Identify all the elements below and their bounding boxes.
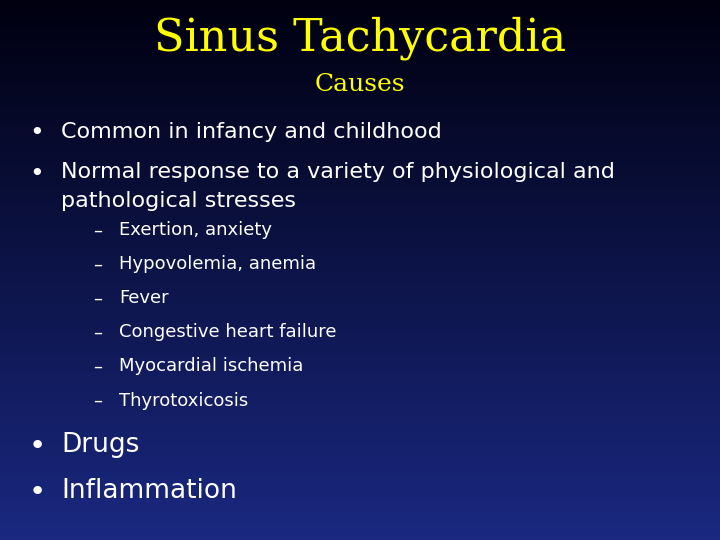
Text: –: – [94, 392, 103, 409]
Text: •: • [29, 478, 46, 506]
Text: pathological stresses: pathological stresses [61, 191, 296, 211]
Text: Inflammation: Inflammation [61, 478, 237, 504]
Text: Causes: Causes [315, 73, 405, 96]
Text: Common in infancy and childhood: Common in infancy and childhood [61, 122, 442, 141]
Text: Thyrotoxicosis: Thyrotoxicosis [119, 392, 248, 409]
Text: •: • [29, 162, 43, 186]
Text: Normal response to a variety of physiological and: Normal response to a variety of physiolo… [61, 162, 615, 182]
Text: Exertion, anxiety: Exertion, anxiety [119, 221, 272, 239]
Text: Sinus Tachycardia: Sinus Tachycardia [154, 16, 566, 60]
Text: –: – [94, 255, 103, 273]
Text: Congestive heart failure: Congestive heart failure [119, 323, 336, 341]
Text: Hypovolemia, anemia: Hypovolemia, anemia [119, 255, 316, 273]
Text: –: – [94, 221, 103, 239]
Text: •: • [29, 122, 43, 145]
Text: –: – [94, 289, 103, 307]
Text: Myocardial ischemia: Myocardial ischemia [119, 357, 303, 375]
Text: Fever: Fever [119, 289, 168, 307]
Text: Drugs: Drugs [61, 432, 140, 458]
Text: –: – [94, 357, 103, 375]
Text: •: • [29, 432, 46, 460]
Text: –: – [94, 323, 103, 341]
